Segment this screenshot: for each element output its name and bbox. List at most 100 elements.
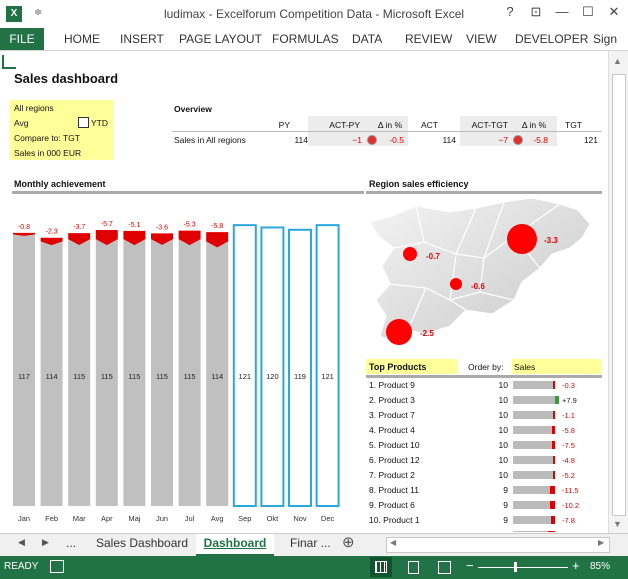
page-break-view-icon[interactable] xyxy=(438,561,451,574)
macro-record-icon[interactable] xyxy=(50,560,64,573)
product-delta-negative xyxy=(547,531,555,532)
status-dot-icon xyxy=(367,135,377,145)
product-row[interactable]: 3. Product 7 10 -1.1 xyxy=(366,408,602,423)
zoom-slider-thumb[interactable] xyxy=(514,562,517,572)
add-sheet-icon[interactable]: ⊕ xyxy=(342,534,355,551)
month-delta-label: -5.3 xyxy=(184,222,196,229)
product-row[interactable]: 1. Product 9 10 -0.3 xyxy=(366,378,602,393)
tab-insert[interactable]: INSERT xyxy=(120,32,164,46)
sheet-tab-dashboard[interactable]: Dashboard xyxy=(196,534,274,556)
help-icon[interactable]: ? xyxy=(506,4,514,19)
product-row[interactable]: 2. Product 3 10 +7.9 xyxy=(366,393,602,408)
status-ready: READY xyxy=(4,561,39,572)
prev-sheet-icon[interactable]: ◀ xyxy=(18,537,25,547)
month-value-label: 114 xyxy=(46,372,58,381)
product-delta-negative xyxy=(553,381,555,389)
overview-header-act-tgt: ACT-TGT xyxy=(471,120,508,130)
selected-cell[interactable] xyxy=(2,55,16,69)
sign-in-link[interactable]: Sign xyxy=(593,32,618,46)
product-delta-positive xyxy=(555,396,559,404)
month-delta-mark xyxy=(68,233,91,245)
next-sheet-icon[interactable]: ▶ xyxy=(42,537,49,547)
product-value: 9 xyxy=(503,485,508,495)
product-delta-label: -1.1 xyxy=(562,411,575,420)
product-row[interactable]: 9 -15.7 xyxy=(366,528,602,532)
title-bar xyxy=(0,0,628,28)
scroll-up-icon[interactable]: ▲ xyxy=(613,56,622,66)
product-row[interactable]: 4. Product 4 10 -5.8 xyxy=(366,423,602,438)
product-row[interactable]: 9. Product 6 9 -10.2 xyxy=(366,498,602,513)
product-delta-negative xyxy=(552,456,555,464)
zoom-in-button[interactable]: + xyxy=(572,558,580,573)
month-bar xyxy=(178,239,201,506)
product-name: 8. Product 11 xyxy=(369,485,419,495)
scroll-down-icon[interactable]: ▼ xyxy=(613,519,622,529)
page-layout-view-icon[interactable] xyxy=(408,561,419,574)
tab-data[interactable]: DATA xyxy=(352,32,383,46)
vertical-scroll-thumb[interactable] xyxy=(612,74,626,516)
product-row[interactable]: 5. Product 10 10 -7.5 xyxy=(366,438,602,453)
tab-review[interactable]: REVIEW xyxy=(405,32,453,46)
monthly-title: Monthly achievement xyxy=(14,179,106,189)
product-sales-bar xyxy=(513,426,555,434)
region-map: -3.3 -0.7 -0.6 -2.5 xyxy=(369,197,591,345)
overview-act-tgt-value: −7 xyxy=(498,135,508,145)
ribbon-tabs xyxy=(0,28,628,51)
zoom-level[interactable]: 85% xyxy=(590,561,611,572)
product-name: 2. Product 3 xyxy=(369,395,415,405)
ribbon-display-options-icon[interactable]: ⊡ xyxy=(530,4,542,19)
product-row[interactable]: 8. Product 11 9 -11.5 xyxy=(366,483,602,498)
product-value: 9 xyxy=(488,530,508,532)
month-bar xyxy=(206,241,229,507)
scroll-right-icon[interactable]: ▶ xyxy=(598,538,605,547)
region-filter[interactable]: All regions xyxy=(14,103,54,113)
tab-home[interactable]: HOME xyxy=(64,32,100,46)
month-delta-label: -0.8 xyxy=(18,224,30,231)
month-delta-mark xyxy=(123,230,146,246)
order-by-select[interactable] xyxy=(512,359,602,374)
scroll-left-icon[interactable]: ◀ xyxy=(390,538,397,547)
more-sheets-button[interactable]: ... xyxy=(66,536,77,550)
month-bar xyxy=(151,239,173,506)
month-category-label: Mar xyxy=(73,514,86,523)
close-icon[interactable]: ✕ xyxy=(608,4,620,19)
measure-filter[interactable]: Avg xyxy=(14,118,29,128)
product-row[interactable]: 10. Product 1 9 -7.8 xyxy=(366,513,602,528)
horizontal-scrollbar[interactable] xyxy=(386,537,610,553)
maximize-icon[interactable]: ☐ xyxy=(582,4,594,19)
month-value-label: 121 xyxy=(239,372,252,381)
tab-developer[interactable]: DEVELOPER xyxy=(515,32,589,46)
excel-logo-icon[interactable]: X xyxy=(6,6,22,22)
tab-formulas[interactable]: FORMULAS xyxy=(272,32,339,46)
tab-view[interactable]: VIEW xyxy=(466,32,497,46)
product-name: 10. Product 1 xyxy=(369,515,420,525)
month-bar xyxy=(232,224,257,508)
month-delta-mark xyxy=(151,233,173,245)
quick-access-toolbar-icon[interactable]: ≑ xyxy=(34,7,43,18)
product-sales-bar xyxy=(513,441,555,449)
product-value: 9 xyxy=(503,500,508,510)
sheet-tab-finar[interactable]: Finar ... xyxy=(290,536,331,550)
ytd-checkbox[interactable] xyxy=(78,117,89,128)
zoom-out-button[interactable]: − xyxy=(466,558,474,573)
product-sales-bar xyxy=(513,381,555,389)
minimize-icon[interactable]: — xyxy=(555,4,569,19)
month-delta-label: -5.8 xyxy=(211,223,223,230)
month-bar xyxy=(40,241,63,507)
tab-page-layout[interactable]: PAGE LAYOUT xyxy=(179,32,262,46)
zoom-slider[interactable] xyxy=(478,567,568,568)
product-name: 7. Product 2 xyxy=(369,470,415,480)
normal-view-icon xyxy=(375,561,387,573)
region-label-west: -2.5 xyxy=(420,329,434,338)
order-by-value[interactable]: Sales xyxy=(514,362,536,372)
product-row[interactable]: 7. Product 2 10 -5.2 xyxy=(366,468,602,483)
month-category-label: Maj xyxy=(128,514,140,523)
product-sales-bar xyxy=(513,396,555,404)
file-tab[interactable]: FILE xyxy=(0,28,44,50)
month-value-label: 115 xyxy=(73,372,85,381)
product-value: 10 xyxy=(498,380,508,390)
product-row[interactable]: 6. Product 12 10 -4.8 xyxy=(366,453,602,468)
product-value: 9 xyxy=(503,515,508,525)
sheet-tab-sales-dashboard[interactable]: Sales Dashboard xyxy=(96,536,189,550)
compare-filter[interactable]: Compare to: TGT xyxy=(14,133,80,143)
